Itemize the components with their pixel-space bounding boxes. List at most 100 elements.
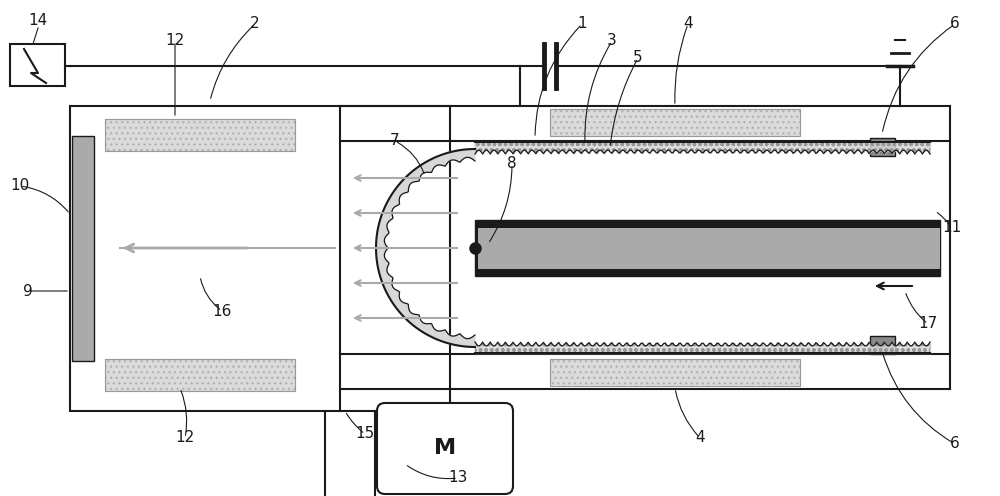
Polygon shape [406, 176, 413, 183]
Text: 12: 12 [175, 431, 195, 445]
Polygon shape [440, 155, 445, 166]
Polygon shape [376, 238, 385, 240]
Polygon shape [449, 336, 452, 344]
Polygon shape [428, 160, 434, 169]
Polygon shape [379, 271, 388, 275]
Polygon shape [438, 155, 444, 166]
Polygon shape [441, 330, 446, 342]
Polygon shape [385, 286, 393, 291]
Polygon shape [398, 184, 408, 192]
Polygon shape [414, 169, 421, 178]
Polygon shape [388, 290, 399, 297]
Polygon shape [417, 321, 422, 329]
Polygon shape [437, 156, 442, 165]
Text: 4: 4 [683, 16, 693, 32]
Polygon shape [393, 299, 400, 305]
Polygon shape [389, 291, 400, 298]
Polygon shape [387, 201, 397, 206]
Polygon shape [382, 277, 393, 282]
Bar [70, 106, 450, 411]
Polygon shape [452, 151, 455, 160]
Polygon shape [450, 336, 454, 344]
Polygon shape [399, 183, 408, 191]
Text: 16: 16 [212, 304, 232, 318]
Polygon shape [376, 251, 385, 253]
Bar [105, 119, 295, 151]
Polygon shape [447, 153, 451, 161]
Polygon shape [441, 154, 446, 166]
Polygon shape [395, 189, 402, 195]
Polygon shape [458, 150, 461, 162]
Polygon shape [466, 339, 468, 347]
Polygon shape [386, 288, 394, 293]
Polygon shape [408, 314, 416, 322]
Bar [10, 44, 65, 86]
Polygon shape [423, 323, 430, 333]
Text: 15: 15 [355, 427, 375, 441]
Polygon shape [414, 318, 421, 327]
Polygon shape [385, 285, 392, 290]
Polygon shape [453, 151, 457, 161]
Polygon shape [377, 236, 385, 239]
Polygon shape [377, 257, 385, 260]
Text: 12: 12 [165, 34, 185, 49]
Text: 17: 17 [918, 316, 938, 331]
Polygon shape [433, 158, 437, 166]
Polygon shape [417, 167, 422, 175]
Polygon shape [422, 324, 428, 332]
Polygon shape [385, 205, 393, 210]
Polygon shape [379, 221, 388, 225]
Polygon shape [391, 296, 399, 302]
Polygon shape [459, 335, 462, 346]
Polygon shape [377, 232, 389, 235]
Polygon shape [376, 246, 387, 248]
Polygon shape [381, 276, 392, 281]
Polygon shape [398, 304, 408, 312]
Polygon shape [453, 335, 457, 345]
Text: 7: 7 [390, 133, 400, 148]
Polygon shape [410, 172, 419, 182]
Polygon shape [388, 199, 399, 206]
Polygon shape [377, 260, 387, 263]
Polygon shape [387, 202, 395, 207]
Polygon shape [378, 264, 389, 267]
Polygon shape [380, 218, 390, 222]
Polygon shape [384, 208, 392, 213]
Polygon shape [408, 174, 416, 182]
Polygon shape [418, 166, 424, 174]
Bar [105, 359, 295, 391]
Text: 14: 14 [28, 13, 48, 28]
Polygon shape [410, 314, 419, 324]
Text: 4: 4 [695, 431, 705, 445]
Polygon shape [376, 243, 385, 245]
Polygon shape [399, 305, 408, 313]
Polygon shape [378, 265, 388, 269]
Text: 2: 2 [250, 16, 260, 32]
Polygon shape [380, 273, 388, 276]
Polygon shape [377, 230, 389, 234]
Polygon shape [383, 211, 392, 216]
Polygon shape [418, 322, 424, 330]
Polygon shape [395, 301, 402, 307]
Polygon shape [446, 153, 450, 162]
Bar [105, 359, 295, 391]
Polygon shape [427, 325, 433, 335]
Polygon shape [387, 290, 397, 295]
Polygon shape [407, 175, 414, 182]
Polygon shape [430, 328, 435, 337]
Polygon shape [404, 178, 410, 185]
Polygon shape [420, 323, 427, 331]
Polygon shape [397, 303, 407, 311]
Polygon shape [383, 209, 392, 214]
Polygon shape [415, 168, 421, 176]
Bar [870, 138, 895, 156]
Polygon shape [415, 320, 421, 328]
Polygon shape [376, 256, 385, 258]
Polygon shape [420, 165, 427, 173]
Polygon shape [452, 336, 455, 345]
Polygon shape [427, 161, 433, 171]
Polygon shape [467, 338, 469, 347]
Polygon shape [378, 226, 387, 229]
Polygon shape [405, 312, 411, 319]
Polygon shape [463, 150, 465, 159]
